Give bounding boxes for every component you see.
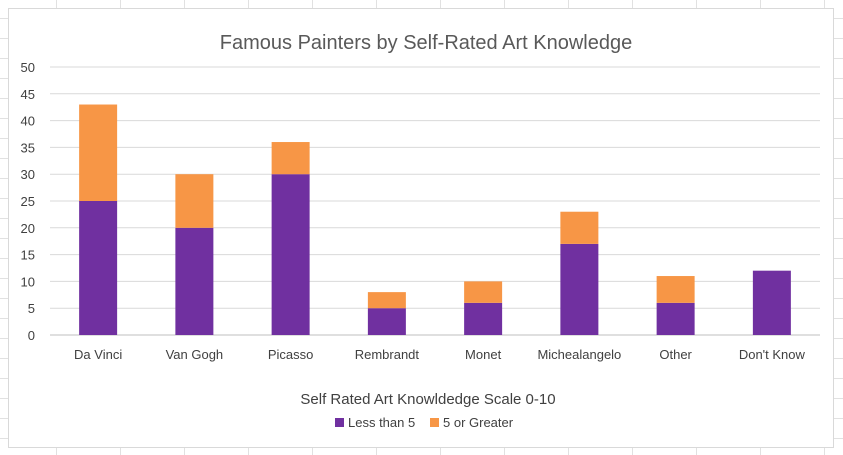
legend: Less than 5 5 or Greater (335, 415, 514, 430)
y-tick-label: 25 (21, 194, 35, 209)
y-axis-ticks: 0 5 10 15 20 25 30 35 40 45 50 (21, 60, 35, 343)
x-tick-label: Monet (465, 347, 502, 362)
x-axis-ticks: Da Vinci Van Gogh Picasso Rembrandt Monet Mic… (74, 347, 805, 362)
legend-label: 5 or Greater (443, 415, 514, 430)
bar-segment (560, 211, 599, 244)
x-tick-label: Picasso (268, 347, 314, 362)
y-tick-label: 5 (28, 301, 35, 316)
bar-segment (464, 302, 503, 335)
y-tick-label: 35 (21, 140, 35, 155)
bar-segment (175, 174, 214, 228)
bar-segment (560, 243, 599, 335)
bar-segment (752, 270, 791, 335)
legend-label: Less than 5 (348, 415, 415, 430)
chart-title: Famous Painters by Self-Rated Art Knowle… (220, 32, 632, 54)
x-tick-label: Van Gogh (166, 347, 224, 362)
bars (79, 104, 791, 335)
y-tick-label: 0 (28, 328, 35, 343)
y-tick-label: 15 (21, 248, 35, 263)
bar-segment (79, 201, 118, 335)
bar-segment (175, 227, 214, 335)
x-tick-label: Rembrandt (355, 347, 420, 362)
y-tick-label: 40 (21, 114, 35, 129)
bar-segment (464, 281, 503, 303)
y-tick-label: 30 (21, 167, 35, 182)
x-tick-label: Da Vinci (74, 347, 122, 362)
x-tick-label: Michealangelo (537, 347, 621, 362)
y-tick-label: 50 (21, 60, 35, 75)
y-tick-label: 20 (21, 221, 35, 236)
x-tick-label: Other (659, 347, 692, 362)
legend-swatch (430, 418, 439, 427)
bar-segment (367, 308, 406, 335)
y-tick-label: 10 (21, 274, 35, 289)
x-axis-title: Self Rated Art Knowldedge Scale 0-10 (300, 391, 555, 408)
y-tick-label: 45 (21, 87, 35, 102)
bar-segment (79, 104, 118, 201)
legend-swatch (335, 418, 344, 427)
gridlines (50, 66, 820, 336)
bar-segment (656, 302, 695, 335)
x-tick-label: Don't Know (739, 347, 806, 362)
bar-segment (271, 142, 310, 175)
bar-segment (656, 276, 695, 303)
bar-segment (271, 174, 310, 335)
bar-segment (367, 292, 406, 309)
